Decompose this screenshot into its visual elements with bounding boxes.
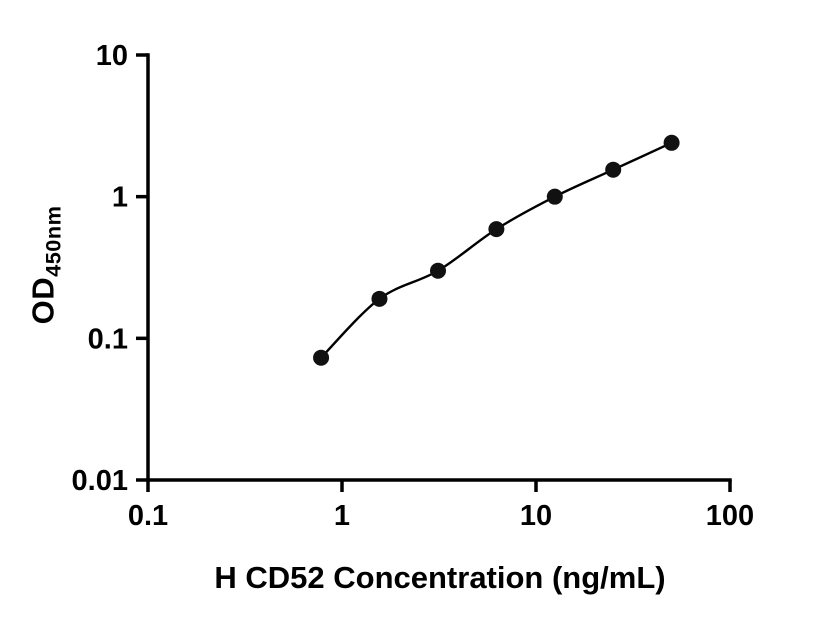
x-tick-label: 1	[334, 500, 350, 532]
y-tick-label: 10	[96, 40, 128, 72]
y-tick-label: 1	[112, 182, 128, 214]
data-point	[546, 188, 563, 205]
x-tick-label: 10	[520, 500, 552, 532]
y-axis-label: OD450nm	[25, 206, 66, 325]
y-tick-label: 0.01	[72, 465, 128, 497]
x-tick-label: 0.1	[128, 500, 168, 532]
y-axis-label-main: OD	[25, 276, 61, 325]
data-point	[371, 290, 388, 307]
data-point	[488, 221, 505, 238]
data-point	[430, 262, 447, 279]
y-axis-label-subscript: 450nm	[40, 205, 66, 277]
x-tick-label: 100	[706, 500, 754, 532]
x-axis-label: H CD52 Concentration (ng/mL)	[214, 560, 666, 595]
data-point	[605, 161, 622, 178]
data-point	[313, 349, 330, 366]
y-tick-label: 0.1	[88, 323, 128, 355]
data-point	[663, 134, 680, 151]
